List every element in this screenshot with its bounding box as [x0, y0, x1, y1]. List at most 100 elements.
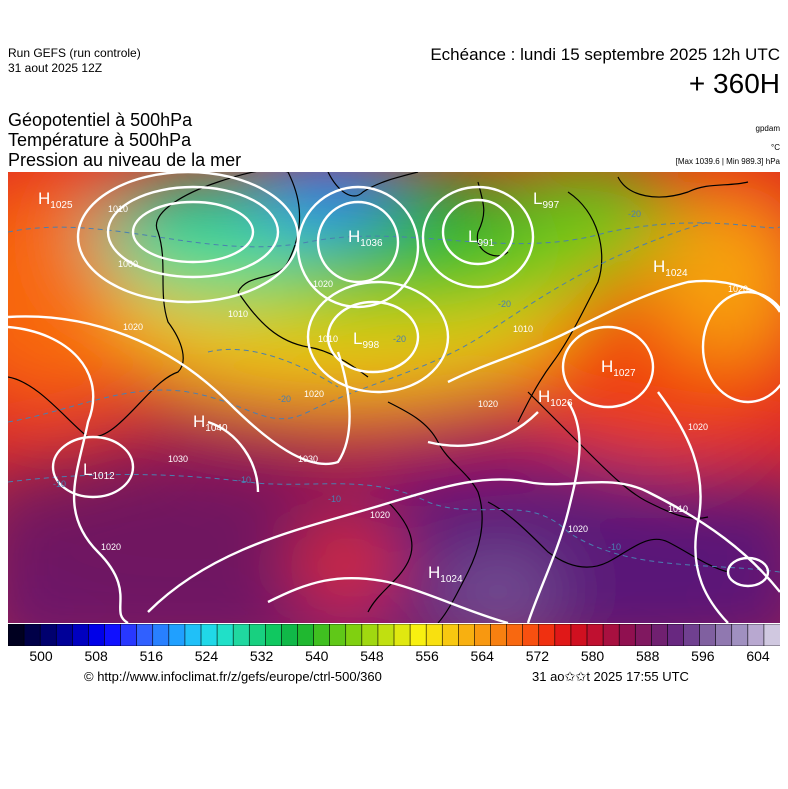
color-scale-swatch — [490, 624, 508, 646]
color-scale-swatch — [281, 624, 299, 646]
weather-map: 1010 1000 1020 1010 1020 1010 1020 1030 … — [8, 172, 780, 623]
isotherm-label: -20 — [628, 209, 641, 219]
color-scale-swatch — [39, 624, 58, 646]
color-scale-swatch — [683, 624, 701, 646]
color-scale-swatch — [23, 624, 41, 646]
isobar-label: 1020 — [568, 524, 588, 534]
color-scale-swatch — [763, 624, 780, 646]
high-pressure-center: H1027 — [601, 357, 636, 379]
color-scale-swatch — [361, 624, 379, 646]
color-scale-swatch — [248, 624, 267, 646]
unit-geopotential: gpdam — [755, 124, 780, 133]
isotherm-label: -20 — [393, 334, 406, 344]
color-scale-swatch — [152, 624, 170, 646]
isobar-label: 1010 — [228, 309, 248, 319]
color-scale-swatch — [506, 624, 524, 646]
isobar-label: 1010 — [108, 204, 128, 214]
color-scale-tick-label: 572 — [525, 648, 550, 664]
forecast-valid-time: Echéance : lundi 15 septembre 2025 12h U… — [430, 45, 780, 64]
isotherm-label: -10 — [328, 494, 341, 504]
color-scale-swatch — [538, 624, 556, 646]
isobar-label: 1030 — [298, 454, 318, 464]
source-credit: © http://www.infoclimat.fr/z/gefs/europe… — [84, 669, 382, 684]
color-scale-swatch — [554, 624, 572, 646]
isobar-label: 1010 — [513, 324, 533, 334]
color-scale-swatch — [8, 624, 25, 646]
isotherm-label: -20 — [278, 394, 291, 404]
color-scale-swatch — [409, 624, 427, 646]
color-scale-swatch — [297, 624, 315, 646]
color-scale-swatch — [200, 624, 218, 646]
isobars — [8, 172, 780, 623]
color-scale-tick-label: 516 — [139, 648, 163, 664]
color-scale-tick-label: 532 — [249, 648, 274, 664]
color-scale-swatch — [216, 624, 234, 646]
isobar-labels: 1010 1000 1020 1010 1020 1010 1020 1030 … — [101, 204, 748, 552]
high-pressure-center: H1036 — [348, 227, 383, 249]
color-scale-swatch — [715, 624, 733, 646]
color-scale-swatch — [313, 624, 331, 646]
color-scale-tick-label: 580 — [580, 648, 605, 664]
color-scale-swatch — [522, 624, 540, 646]
color-scale-swatch — [586, 624, 604, 646]
isobar-label: 1020 — [101, 542, 121, 552]
color-scale-labels: 500 508 516 524 532 540 548 556 564 572 580 588 596 6… — [8, 648, 780, 666]
forecast-horizon: + 360H — [688, 68, 780, 99]
run-date: 31 aout 2025 12Z — [8, 61, 103, 75]
color-scale-tick-label: 524 — [194, 648, 219, 664]
color-scale-swatch — [168, 624, 186, 646]
color-scale-swatch — [393, 624, 411, 646]
color-scale-tick-label: 588 — [636, 648, 660, 664]
high-pressure-center: H1024 — [428, 563, 463, 585]
title-temperature: Température à 500hPa — [8, 130, 192, 150]
high-pressure-center: H1025 — [38, 189, 73, 211]
color-scale-swatch — [634, 624, 653, 646]
isobar-label: 1020 — [304, 389, 324, 399]
generation-timestamp: 31 ao✩✩t 2025 17:55 UTC — [532, 669, 689, 684]
color-scale-swatch — [184, 624, 202, 646]
color-scale-tick-label: 540 — [305, 648, 329, 664]
color-scale-swatch — [329, 624, 347, 646]
color-scale-swatch — [72, 624, 90, 646]
color-scale-swatch — [345, 624, 363, 646]
color-scale-swatch — [120, 624, 138, 646]
color-scale-swatch — [136, 624, 154, 646]
isobar-label: 1020 — [688, 422, 708, 432]
color-scale-swatch — [377, 624, 395, 646]
color-scale-swatch — [667, 624, 685, 646]
color-scale-tick-label: 508 — [84, 648, 108, 664]
color-scale-swatch — [699, 624, 717, 646]
temperature-labels: -20 -20 -10 -10 -10 -20 -20 -10 — [53, 209, 641, 552]
color-scale-tick-label: 500 — [29, 648, 53, 664]
isotherm-label: -20 — [498, 299, 511, 309]
color-scale-swatch — [55, 624, 74, 646]
color-scale-tick-label: 548 — [360, 648, 384, 664]
color-scale-swatch — [265, 624, 283, 646]
high-pressure-center: H1040 — [193, 412, 228, 434]
color-scale-swatch — [441, 624, 460, 646]
isobar-label: 1020 — [313, 279, 333, 289]
low-pressure-center: L997 — [533, 189, 560, 211]
isobar-label: 1000 — [118, 259, 138, 269]
title-pressure: Pression au niveau de la mer — [8, 150, 242, 170]
title-geopotential: Géopotentiel à 500hPa — [8, 110, 193, 130]
color-scale-swatch — [602, 624, 620, 646]
isotherm-label: -10 — [53, 479, 66, 489]
color-scale-bar — [8, 624, 780, 646]
low-pressure-center: L1012 — [83, 460, 115, 482]
isotherm-label: -10 — [608, 542, 621, 552]
color-scale-swatch — [232, 624, 251, 646]
isotherms — [8, 221, 780, 573]
high-pressure-center: H1026 — [538, 387, 573, 409]
color-scale-swatch — [651, 624, 669, 646]
isobar-label: 1010 — [668, 504, 688, 514]
coastlines — [8, 172, 749, 623]
isobar-label: 1010 — [318, 334, 338, 344]
unit-temperature: °C — [771, 143, 780, 152]
high-pressure-center: H1024 — [653, 257, 688, 279]
geopotential-field — [8, 172, 780, 623]
color-scale-swatch — [731, 624, 749, 646]
isobar-label: 1030 — [168, 454, 188, 464]
color-scale-tick-label: 556 — [415, 648, 439, 664]
isobar-label: 1020 — [123, 322, 143, 332]
